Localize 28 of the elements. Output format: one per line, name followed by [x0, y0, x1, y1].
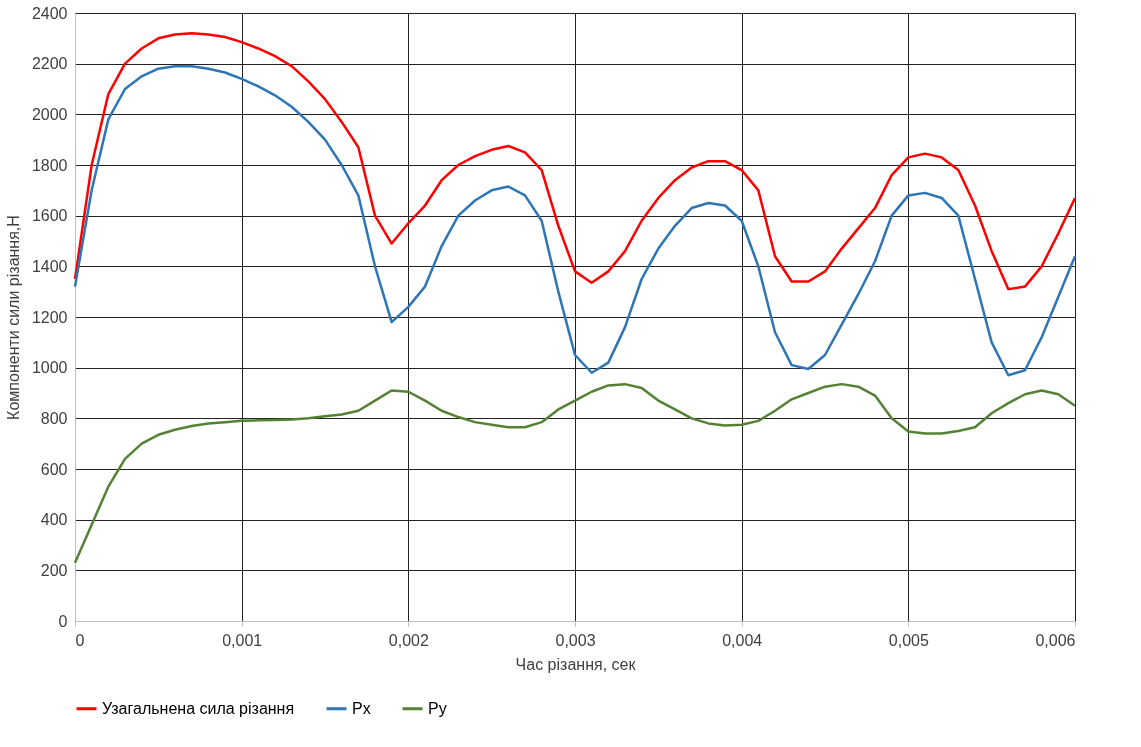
line-series — [73, 64, 1077, 377]
y-tick-label: 2000 — [31, 105, 68, 123]
y-tick-label: 1800 — [31, 156, 68, 174]
line-series — [73, 32, 1077, 291]
x-tick-label: 0,003 — [555, 631, 596, 649]
y-tick-label: 1600 — [31, 207, 68, 225]
y-tick-label: 800 — [40, 409, 68, 427]
x-tick-label: 0,004 — [722, 631, 763, 649]
legend-label: Px — [352, 699, 371, 717]
x-tick-label: 0 — [75, 631, 85, 649]
x-tick-label: 0,002 — [388, 631, 429, 649]
x-tick-label: 0,001 — [222, 631, 263, 649]
x-axis-title: Час різання, сек — [515, 655, 637, 673]
y-tick-label: 400 — [40, 511, 68, 529]
y-tick-label: 200 — [40, 561, 68, 579]
y-tick-label: 1200 — [31, 308, 68, 326]
y-tick-label: 0 — [58, 612, 68, 630]
y-axis-title: Компоненти сили різання,Н — [4, 215, 22, 420]
y-tick-label: 2200 — [31, 55, 68, 73]
x-tick-label: 0,006 — [1035, 631, 1076, 649]
legend-label: Узагальнена сила різання — [102, 699, 295, 717]
y-tick-label: 1000 — [31, 359, 68, 377]
line-series — [73, 382, 1077, 564]
y-tick-label: 1400 — [31, 257, 68, 275]
y-tick-label: 600 — [40, 460, 68, 478]
x-tick-label: 0,005 — [888, 631, 929, 649]
y-tick-label: 2400 — [31, 4, 68, 22]
legend-label: Py — [428, 699, 447, 717]
